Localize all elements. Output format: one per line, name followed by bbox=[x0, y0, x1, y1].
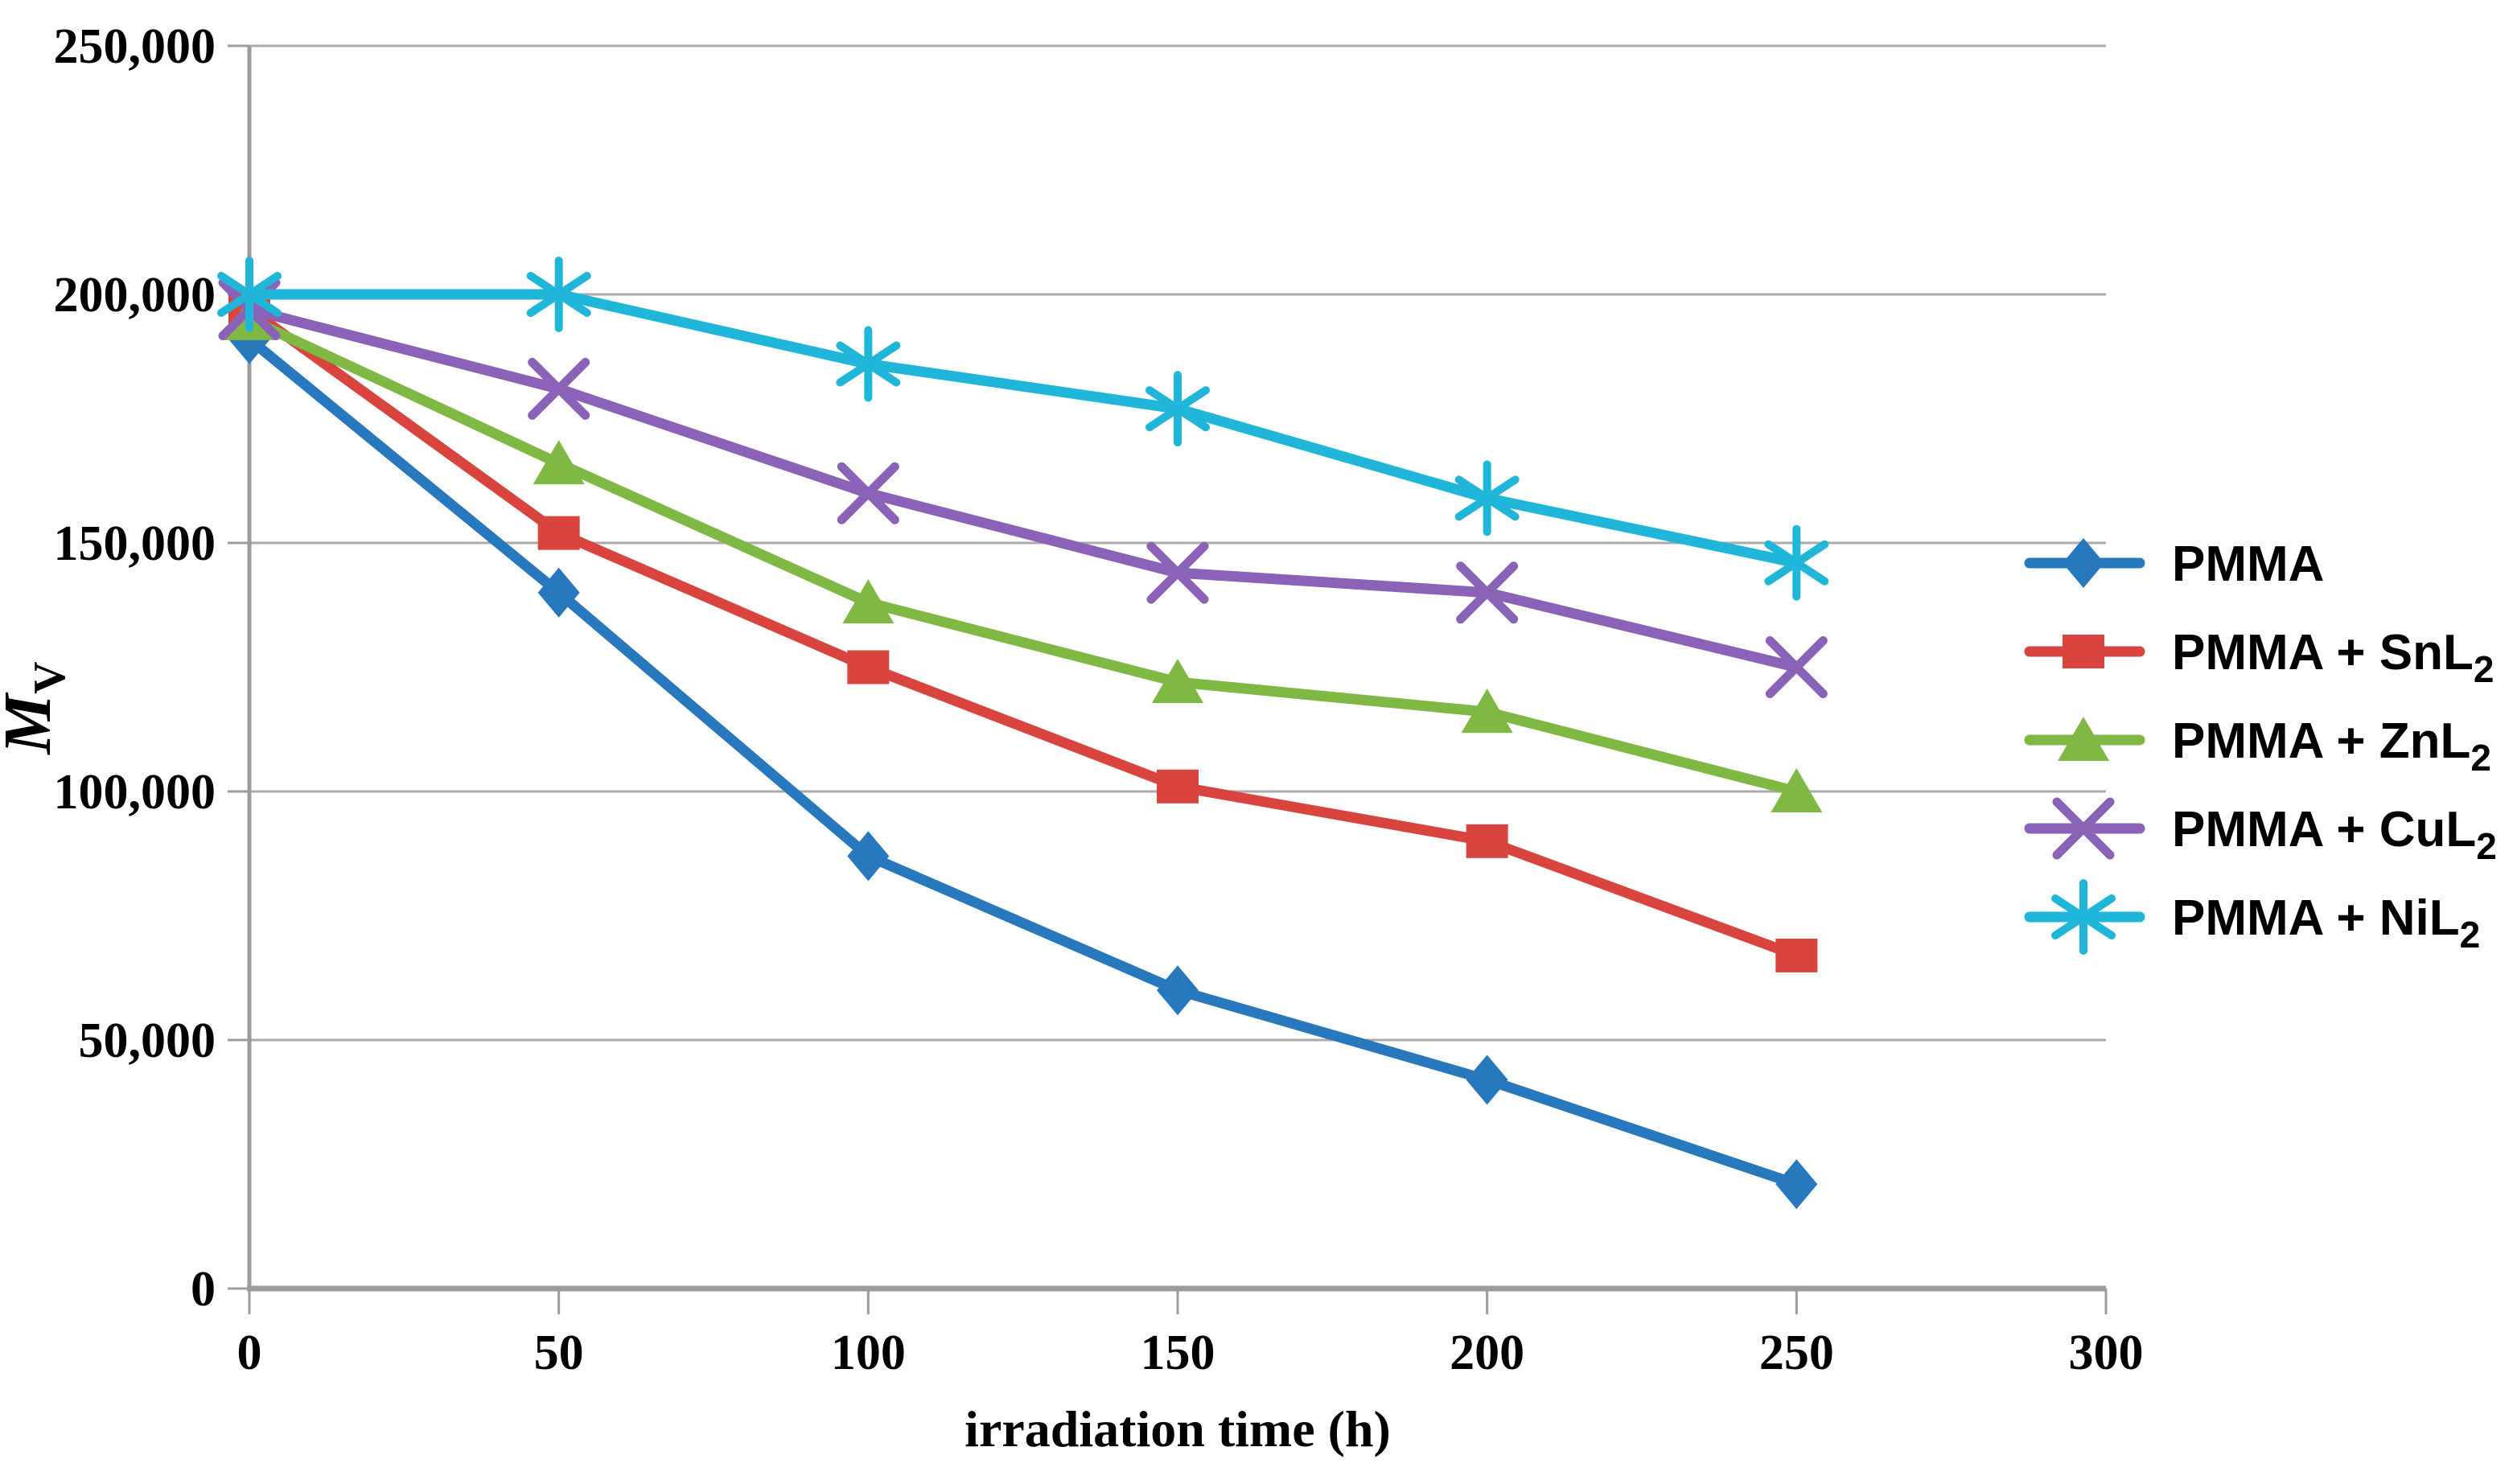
x-marker-pmma-cul2 bbox=[528, 357, 590, 420]
y-tick-label-250000: 250,000 bbox=[54, 19, 216, 74]
star-marker-pmma-nil2 bbox=[1764, 540, 1829, 586]
legend-item-pmma-cul2: PMMA + CuL2 bbox=[2024, 797, 2497, 867]
series-pmma bbox=[228, 314, 1818, 1210]
x-tick-label-150: 150 bbox=[1141, 1326, 1215, 1380]
diamond-marker-pmma bbox=[847, 831, 890, 882]
square-marker-pmma-snl2 bbox=[1157, 769, 1199, 804]
y-tick-label-100000: 100,000 bbox=[54, 765, 216, 820]
x-marker-pmma-cul2 bbox=[1146, 541, 1209, 604]
x-tick-label-100: 100 bbox=[831, 1326, 906, 1380]
y-axis-title: MV bbox=[0, 661, 75, 755]
series-line-pmma-snl2 bbox=[244, 304, 1802, 961]
star-marker-pmma-nil2 bbox=[217, 272, 282, 317]
x-tick-label-200: 200 bbox=[1450, 1326, 1524, 1380]
legend-label-pmma-nil2: PMMA + NiL2 bbox=[2172, 890, 2480, 956]
legend-x-marker-pmma-cul2 bbox=[2052, 797, 2115, 860]
legend-label-pmma-cul2: PMMA + CuL2 bbox=[2172, 802, 2497, 867]
legend-item-pmma-znl2: PMMA + ZnL2 bbox=[2024, 713, 2491, 779]
x-tick-label-250: 250 bbox=[1759, 1326, 1834, 1380]
x-axis-title: irradiation time (h) bbox=[964, 1400, 1391, 1457]
x-marker-pmma-cul2 bbox=[1765, 636, 1828, 698]
square-marker-pmma-snl2 bbox=[847, 650, 890, 684]
legend-item-pmma-snl2: PMMA + SnL2 bbox=[2024, 625, 2494, 690]
star-marker-pmma-nil2 bbox=[836, 341, 901, 387]
star-marker-pmma-nil2 bbox=[1145, 386, 1210, 432]
diamond-marker-pmma bbox=[1466, 1054, 1508, 1105]
triangle-marker-pmma-znl2 bbox=[1461, 689, 1513, 734]
x-marker-pmma-cul2 bbox=[837, 462, 899, 524]
triangle-marker-pmma-znl2 bbox=[842, 579, 895, 624]
series-line-pmma-cul2 bbox=[244, 304, 1802, 672]
y-tick-label-150000: 150,000 bbox=[54, 516, 216, 571]
legend-star-marker-pmma-nil2 bbox=[2051, 894, 2116, 939]
data-series-group bbox=[217, 257, 1829, 1210]
y-tick-label-200000: 200,000 bbox=[54, 268, 216, 323]
triangle-marker-pmma-znl2 bbox=[1771, 768, 1823, 812]
x-marker-pmma-cul2 bbox=[1456, 561, 1519, 624]
legend-label-pmma-znl2: PMMA + ZnL2 bbox=[2172, 713, 2491, 779]
legend-group: PMMA PMMA + SnL2 PMMA + ZnL2 PMMA + CuL2 PMM… bbox=[2024, 536, 2497, 956]
legend-square-marker-pmma-snl2 bbox=[2063, 635, 2104, 668]
triangle-marker-pmma-znl2 bbox=[1152, 659, 1203, 704]
legend-label-pmma: PMMA bbox=[2172, 536, 2324, 592]
series-line-pmma bbox=[244, 334, 1802, 1190]
square-marker-pmma-snl2 bbox=[1775, 938, 1818, 972]
y-tick-label-0: 0 bbox=[191, 1262, 216, 1317]
star-marker-pmma-nil2 bbox=[1454, 475, 1520, 521]
y-tick-label-50000: 50,000 bbox=[79, 1013, 216, 1068]
legend-item-pmma-nil2: PMMA + NiL2 bbox=[2024, 879, 2480, 956]
series-pmma-nil2 bbox=[217, 257, 1829, 601]
x-tick-label-50: 50 bbox=[534, 1326, 584, 1380]
series-line-pmma-znl2 bbox=[244, 314, 1802, 797]
diamond-marker-pmma bbox=[1775, 1159, 1818, 1210]
series-pmma-snl2 bbox=[228, 292, 1818, 972]
diamond-marker-pmma bbox=[1157, 965, 1199, 1016]
legend-label-pmma-snl2: PMMA + SnL2 bbox=[2172, 625, 2494, 690]
series-pmma-znl2 bbox=[224, 295, 1823, 812]
square-marker-pmma-snl2 bbox=[537, 516, 580, 550]
legend-diamond-marker-pmma bbox=[2063, 538, 2104, 588]
series-line-pmma-nil2 bbox=[244, 289, 1802, 569]
legend-item-pmma: PMMA bbox=[2024, 536, 2324, 592]
y-axis-title-text: MV bbox=[0, 661, 75, 755]
series-pmma-cul2 bbox=[218, 278, 1828, 698]
triangle-marker-pmma-znl2 bbox=[533, 440, 585, 485]
axes-group: 0 50,000 100,000 150,000 200,000 250,000 0 50 10… bbox=[54, 19, 2144, 1380]
x-tick-label-300: 300 bbox=[2069, 1326, 2144, 1380]
y-axis-title-group: MV bbox=[0, 661, 75, 755]
legend-triangle-marker-pmma-znl2 bbox=[2058, 717, 2109, 761]
square-marker-pmma-snl2 bbox=[1466, 824, 1508, 858]
diamond-marker-pmma bbox=[537, 567, 580, 618]
star-marker-pmma-nil2 bbox=[526, 272, 591, 317]
x-tick-label-0: 0 bbox=[237, 1326, 262, 1380]
